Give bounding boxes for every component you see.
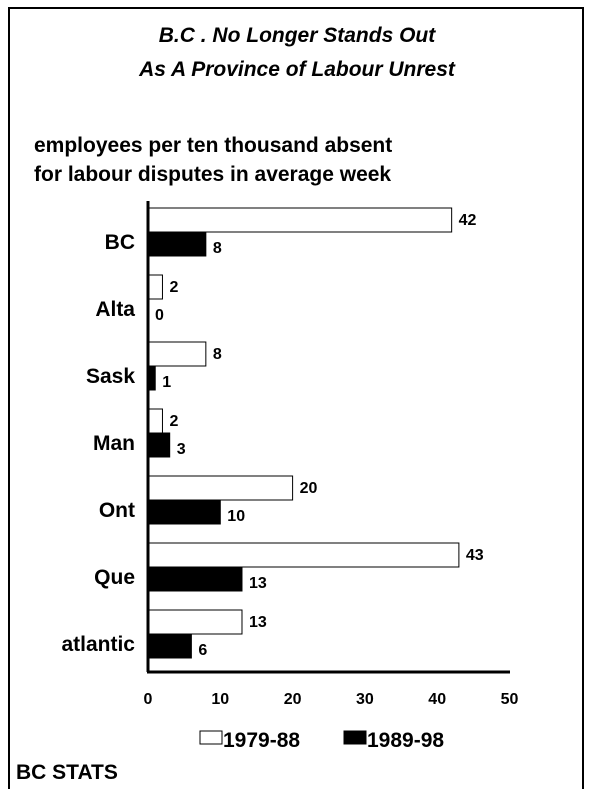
data-label: 2 (169, 413, 178, 430)
legend-label: 1989-98 (367, 729, 444, 752)
data-label: 20 (300, 480, 318, 497)
data-label: 13 (249, 614, 267, 631)
category-label: Que (94, 566, 135, 589)
chart-frame (8, 7, 584, 789)
source-label: BC STATS (16, 761, 118, 784)
x-tick-label: 40 (428, 691, 446, 708)
bar-1979-88 (147, 542, 460, 568)
chart-subtitle-line-2: for labour disputes in average week (34, 163, 392, 186)
x-tick-label: 10 (211, 691, 229, 708)
data-label: 3 (177, 441, 186, 458)
data-label: 2 (169, 279, 178, 296)
data-label: 43 (466, 547, 484, 564)
data-label: 0 (155, 307, 164, 324)
category-label: atlantic (61, 633, 135, 656)
x-tick-label: 50 (501, 691, 519, 708)
category-label: Ont (99, 499, 135, 522)
bar-1989-98 (147, 566, 243, 592)
bar-1979-88 (147, 609, 243, 635)
bar-1989-98 (147, 499, 221, 525)
category-label: Man (93, 432, 135, 455)
data-label: 13 (249, 575, 267, 592)
x-tick-label: 20 (284, 691, 302, 708)
data-label: 1 (162, 374, 171, 391)
bar-1979-88 (147, 274, 163, 300)
chart-subtitle-line-1: employees per ten thousand absent (34, 134, 393, 157)
legend-swatch (343, 730, 367, 745)
legend-label: 1979-88 (223, 729, 300, 752)
bar-1989-98 (147, 432, 171, 458)
x-tick-label: 0 (144, 691, 153, 708)
category-label: Sask (86, 365, 135, 388)
data-label: 10 (227, 508, 245, 525)
bar-1989-98 (147, 231, 207, 257)
chart-title-line-1: B.C . No Longer Stands Out (158, 24, 436, 47)
legend-swatch (199, 730, 223, 745)
category-label: Alta (95, 298, 135, 321)
bar-1979-88 (147, 408, 163, 434)
bar-1989-98 (147, 633, 192, 659)
category-label: BC (105, 231, 135, 254)
bar-1979-88 (147, 475, 294, 501)
data-label: 6 (198, 642, 207, 659)
data-label: 42 (459, 212, 477, 229)
data-label: 8 (213, 240, 222, 257)
data-label: 8 (213, 346, 222, 363)
x-tick-label: 30 (356, 691, 374, 708)
bar-1979-88 (147, 207, 453, 233)
chart-title-line-2: As A Province of Labour Unrest (139, 58, 455, 81)
bar-1979-88 (147, 341, 207, 367)
